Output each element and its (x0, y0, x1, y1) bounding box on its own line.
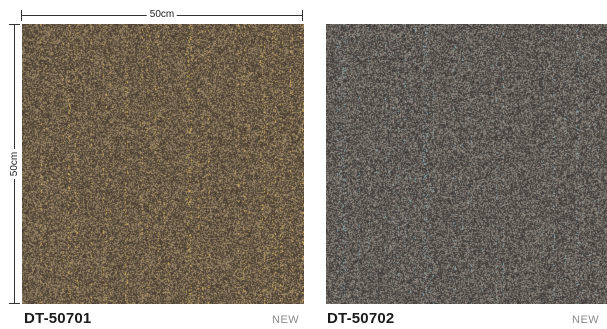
carpet-swatch-image (326, 24, 607, 304)
width-dimension: 50cm (21, 9, 303, 21)
carpet-texture (22, 24, 304, 304)
height-dimension-cap-bottom (9, 303, 20, 304)
carpet-swatch-image (22, 24, 304, 304)
height-dimension-cap-top (9, 24, 20, 25)
product-code: DT-50701 (24, 310, 92, 327)
new-badge: NEW (572, 314, 600, 326)
width-dimension-cap-right (302, 10, 303, 21)
new-badge: NEW (272, 314, 300, 326)
height-dimension: 50cm (8, 24, 22, 304)
width-dimension-cap-left (21, 10, 22, 21)
width-dimension-label: 50cm (146, 9, 178, 21)
product-code: DT-50702 (327, 310, 395, 327)
carpet-texture (326, 24, 607, 304)
height-dimension-label: 50cm (9, 149, 21, 179)
